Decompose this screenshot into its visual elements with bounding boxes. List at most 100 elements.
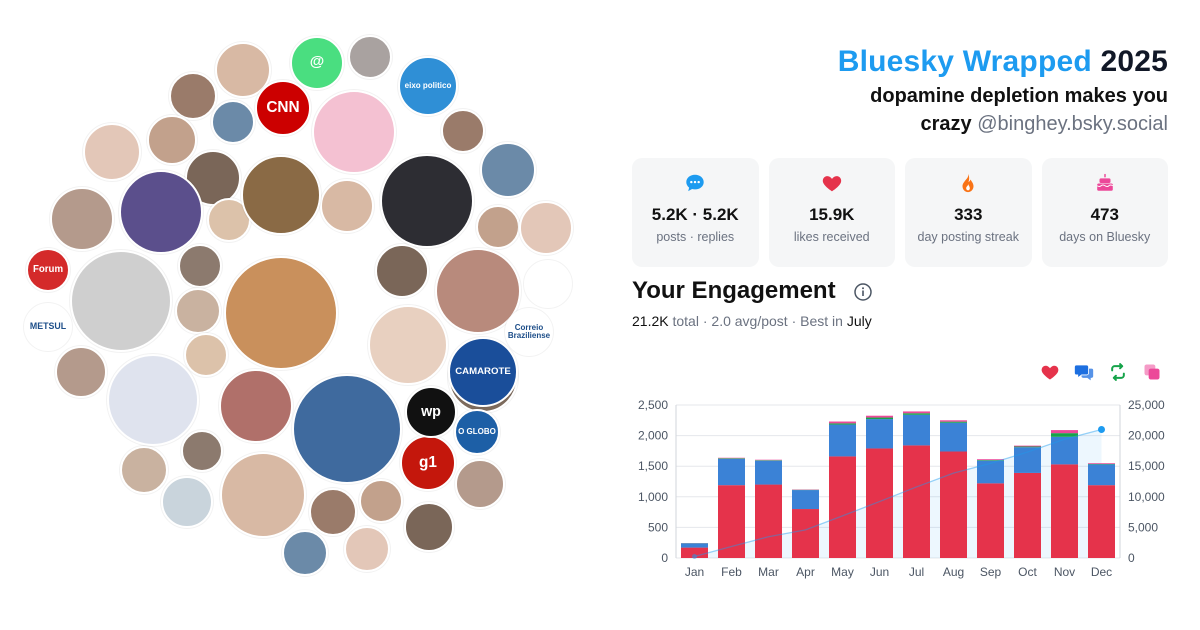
avatar-bubble[interactable]	[441, 109, 485, 153]
avatar-bubble[interactable]	[175, 288, 221, 334]
logo-correio[interactable]: Correio Braziliense	[505, 308, 553, 356]
bar-segment	[829, 456, 856, 558]
avatar-bubble[interactable]	[375, 244, 429, 298]
avatar-bubble[interactable]	[181, 430, 223, 472]
info-icon[interactable]	[853, 282, 873, 302]
avatar-man-hand[interactable]	[241, 155, 321, 235]
avatar-bubble[interactable]	[476, 205, 520, 249]
stat-card-posts: 5.2K · 5.2K posts · replies	[632, 158, 759, 267]
avatar-bubble[interactable]	[309, 488, 357, 536]
bar-segment	[940, 422, 967, 452]
stat-value: 473	[1090, 205, 1119, 224]
wrapped-header: Bluesky Wrapped 2025 dopamine depletion …	[838, 44, 1168, 138]
bar-segment	[940, 451, 967, 558]
avatar-bubble[interactable]	[282, 530, 328, 576]
stat-label: day posting streak	[917, 230, 1019, 244]
logo-o-globo[interactable]: O GLOBO	[454, 409, 500, 455]
logo-g1[interactable]: g1	[400, 435, 456, 491]
stat-label: posts · replies	[656, 230, 735, 244]
avatar-bubble[interactable]	[211, 100, 255, 144]
bar-segment	[1088, 463, 1115, 464]
bar-segment	[903, 414, 930, 446]
bar-segment	[866, 419, 893, 449]
avatar-bubble[interactable]	[169, 72, 217, 120]
bar-segment	[718, 485, 745, 558]
stat-label: likes received	[793, 230, 870, 244]
avatar-kpop-man[interactable]	[435, 248, 521, 334]
avatar-girl-portrait[interactable]	[368, 305, 448, 385]
avatar-bubble[interactable]	[147, 115, 197, 165]
bar-segment	[977, 460, 1004, 461]
bar-segment	[940, 420, 967, 422]
legend-quote-icon[interactable]	[1142, 362, 1162, 382]
avatar-bubble[interactable]	[359, 479, 403, 523]
legend-repost-icon[interactable]	[1108, 362, 1128, 382]
bubble-label: wp	[421, 403, 441, 420]
avatar-bubble[interactable]	[215, 42, 271, 98]
y-tick-left: 2,000	[638, 429, 668, 443]
bar-segment	[1051, 436, 1078, 465]
legend-reply-icon[interactable]	[1074, 362, 1094, 382]
user-handle[interactable]: @binghey.bsky.social	[977, 113, 1168, 135]
y-tick-right: 20,000	[1128, 429, 1165, 443]
avatar-bubble[interactable]	[50, 187, 114, 251]
y-tick-right: 0	[1128, 551, 1135, 565]
avatar-bubble[interactable]	[55, 346, 107, 398]
logo-eixo-politico[interactable]: eixo politico	[398, 56, 458, 116]
stat-card-likes: 15.9K likes received	[768, 158, 895, 267]
icon-at-sign[interactable]: @	[290, 36, 344, 90]
bubble-label: Forum	[32, 263, 64, 275]
logo-metsul[interactable]: METSUL	[24, 303, 72, 351]
avatar-bubble[interactable]	[455, 459, 505, 509]
avatar-bubble[interactable]	[519, 201, 573, 255]
avatar-bubble[interactable]	[120, 446, 168, 494]
x-tick-label: Apr	[796, 565, 815, 579]
avatar-bubble[interactable]	[320, 179, 374, 233]
legend-heart-icon[interactable]	[1040, 362, 1060, 382]
y-tick-right: 15,000	[1128, 459, 1165, 473]
stat-card-days: 473 days on Bluesky	[1041, 158, 1168, 267]
stat-value: 5.2K · 5.2K	[651, 205, 739, 224]
avatar-bubble[interactable]	[344, 526, 390, 572]
logo-cnn-brasil[interactable]: CNN	[255, 80, 311, 136]
engagement-summary: 21.2K total · 2.0 avg/post · Best in Jul…	[632, 313, 872, 329]
bubble-label: CNN	[266, 98, 300, 116]
avatar-black-cat[interactable]	[161, 476, 213, 528]
bar-segment	[903, 411, 930, 414]
x-tick-label: Jun	[870, 565, 889, 579]
bar-segment	[792, 490, 819, 510]
cumulative-end-point	[1098, 425, 1105, 433]
avatar-anime-santa-girl[interactable]	[219, 369, 293, 443]
avatar-bubble[interactable]	[220, 452, 306, 538]
avatar-bubble[interactable]	[178, 244, 222, 288]
bar-segment	[1014, 446, 1041, 448]
logo-wp[interactable]: wp	[405, 386, 457, 438]
x-tick-label: Jan	[685, 565, 704, 579]
bar-segment	[866, 417, 893, 420]
avatar-duck[interactable]	[524, 260, 572, 308]
avatar-man-blond[interactable]	[70, 250, 172, 352]
logo-forum[interactable]: Forum	[26, 248, 70, 292]
avatar-bubble[interactable]	[184, 333, 228, 377]
avatar-santa-cat[interactable]	[224, 256, 338, 370]
y-tick-left: 1,500	[638, 459, 668, 473]
avatar-misc[interactable]	[348, 35, 392, 79]
avatar-hoodie-man[interactable]	[292, 374, 402, 484]
x-tick-label: Aug	[943, 565, 964, 579]
bar-segment	[866, 448, 893, 558]
avatar-anime-girl-light[interactable]	[107, 354, 199, 446]
avatar-girl-anime-dark[interactable]	[119, 170, 203, 254]
avatar-bubble[interactable]	[404, 502, 454, 552]
logo-camarote[interactable]: CAMAROTE	[448, 337, 518, 407]
avatar-hoodie-woman[interactable]	[380, 154, 474, 248]
avatar-black-cat-pink[interactable]	[312, 90, 396, 174]
bubble-label: O GLOBO	[458, 426, 496, 436]
bar-segment	[1051, 430, 1078, 434]
avatar-bubble[interactable]	[480, 142, 536, 198]
bar-segment	[903, 413, 930, 415]
y-tick-right: 5,000	[1128, 520, 1158, 534]
bubble-label: Correio Braziliense	[507, 322, 551, 340]
subtitle-line1: dopamine depletion makes you	[870, 85, 1168, 107]
avatar-bubble[interactable]	[83, 123, 141, 181]
stat-label: days on Bluesky	[1059, 230, 1151, 244]
